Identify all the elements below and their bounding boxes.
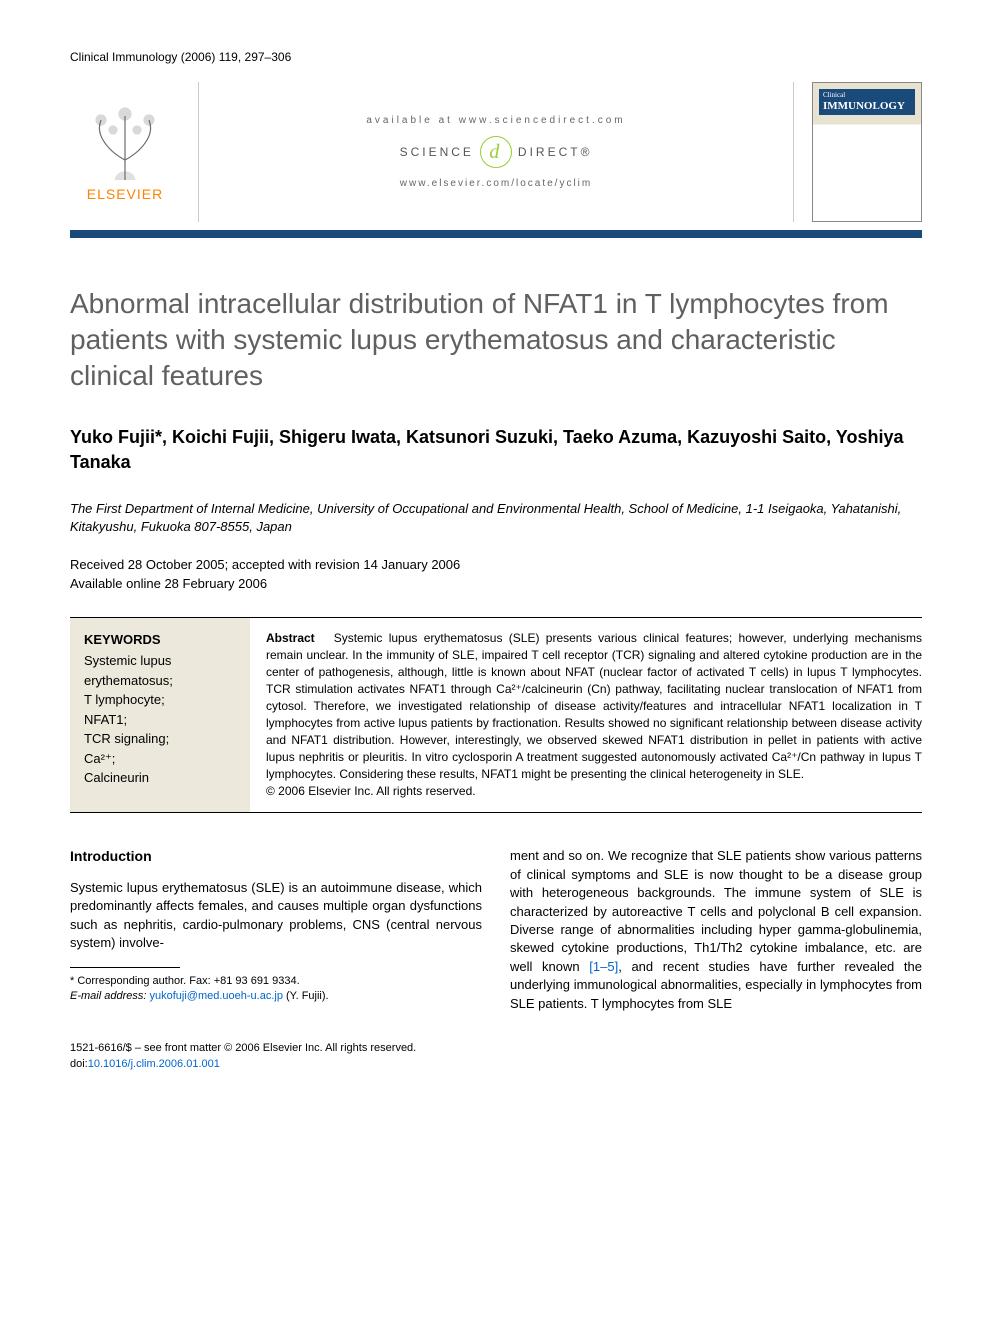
intro-paragraph-col1: Systemic lupus erythematosus (SLE) is an… <box>70 879 482 953</box>
keywords-list: Systemic lupus erythematosus; T lymphocy… <box>84 651 236 788</box>
sd-word-left: SCIENCE <box>400 145 474 159</box>
article-dates: Received 28 October 2005; accepted with … <box>70 556 922 592</box>
masthead: ELSEVIER available at www.sciencedirect.… <box>70 82 922 222</box>
footnote-email-link[interactable]: yukofuji@med.uoeh-u.ac.jp <box>149 990 282 1002</box>
corresponding-author-footnote: * Corresponding author. Fax: +81 93 691 … <box>70 974 482 1004</box>
cover-title-small: Clinical <box>823 92 911 100</box>
elsevier-logo: ELSEVIER <box>70 82 180 202</box>
running-head: Clinical Immunology (2006) 119, 297–306 <box>70 50 922 64</box>
sd-word-right: DIRECT® <box>518 145 593 159</box>
elsevier-tree-icon <box>85 102 165 182</box>
cover-title: Clinical IMMUNOLOGY <box>819 89 915 115</box>
body-columns: Introduction Systemic lupus erythematosu… <box>70 847 922 1013</box>
available-at-line: available at www.sciencedirect.com <box>366 115 625 126</box>
elsevier-wordmark: ELSEVIER <box>87 186 163 202</box>
locate-url: www.elsevier.com/locate/yclim <box>400 178 592 189</box>
sd-swoosh-icon: d <box>480 136 512 168</box>
intro-paragraph-col2: ment and so on. We recognize that SLE pa… <box>510 847 922 1013</box>
affiliation: The First Department of Internal Medicin… <box>70 500 922 536</box>
article-title: Abnormal intracellular distribution of N… <box>70 286 922 393</box>
journal-cover-thumbnail: Clinical IMMUNOLOGY <box>812 82 922 222</box>
footer-copyright: 1521-6616/$ – see front matter © 2006 El… <box>70 1041 922 1072</box>
introduction-heading: Introduction <box>70 847 482 867</box>
page-root: Clinical Immunology (2006) 119, 297–306 <box>0 0 992 1112</box>
footnote-email-line: E-mail address: yukofuji@med.uoeh-u.ac.j… <box>70 989 482 1004</box>
doi-line: doi:10.1016/j.clim.2006.01.001 <box>70 1057 922 1072</box>
keywords-box: KEYWORDS Systemic lupus erythematosus; T… <box>70 618 250 812</box>
abstract-text: Abstract Systemic lupus erythematosus (S… <box>250 618 922 812</box>
footnote-rule <box>70 967 180 968</box>
abstract-block: KEYWORDS Systemic lupus erythematosus; T… <box>70 617 922 813</box>
ref-link-1-5[interactable]: [1–5] <box>589 959 618 974</box>
issn-line: 1521-6616/$ – see front matter © 2006 El… <box>70 1041 922 1056</box>
footnote-corr-line: * Corresponding author. Fax: +81 93 691 … <box>70 974 482 989</box>
doi-link[interactable]: 10.1016/j.clim.2006.01.001 <box>88 1058 220 1070</box>
masthead-center: available at www.sciencedirect.com SCIEN… <box>198 82 794 222</box>
author-list: Yuko Fujii*, Koichi Fujii, Shigeru Iwata… <box>70 425 922 474</box>
footnote-email-label: E-mail address: <box>70 990 146 1002</box>
cover-title-big: IMMUNOLOGY <box>823 100 905 112</box>
abstract-copyright: © 2006 Elsevier Inc. All rights reserved… <box>266 783 922 800</box>
dates-received: Received 28 October 2005; accepted with … <box>70 556 922 574</box>
sciencedirect-logo: SCIENCE d DIRECT® <box>400 136 593 168</box>
keywords-heading: KEYWORDS <box>84 630 236 650</box>
masthead-rule <box>70 230 922 238</box>
abstract-heading: Abstract <box>266 631 315 645</box>
footnote-email-name: (Y. Fujii). <box>286 990 329 1002</box>
doi-label: doi: <box>70 1058 88 1070</box>
intro-col2-pre: ment and so on. We recognize that SLE pa… <box>510 848 922 974</box>
abstract-body: Systemic lupus erythematosus (SLE) prese… <box>266 631 922 781</box>
dates-online: Available online 28 February 2006 <box>70 575 922 593</box>
